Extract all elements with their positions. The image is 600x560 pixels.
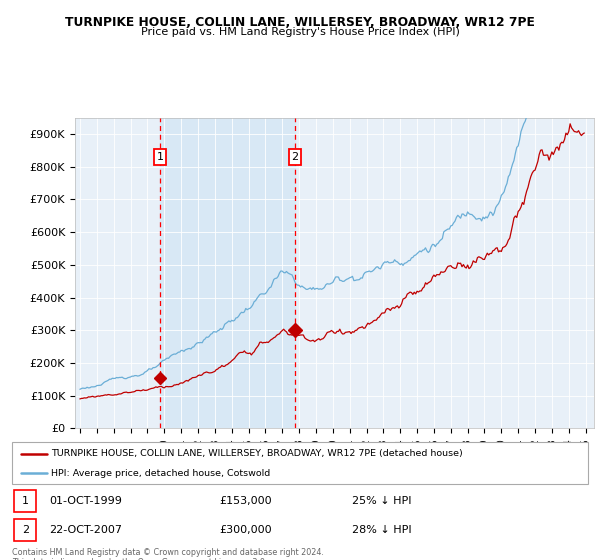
FancyBboxPatch shape — [12, 442, 588, 484]
Text: 22-OCT-2007: 22-OCT-2007 — [49, 525, 122, 535]
Text: 25% ↓ HPI: 25% ↓ HPI — [352, 496, 412, 506]
FancyBboxPatch shape — [14, 519, 36, 542]
Text: 1: 1 — [157, 152, 164, 162]
Text: £300,000: £300,000 — [220, 525, 272, 535]
Text: £153,000: £153,000 — [220, 496, 272, 506]
Text: TURNPIKE HOUSE, COLLIN LANE, WILLERSEY, BROADWAY, WR12 7PE (detached house): TURNPIKE HOUSE, COLLIN LANE, WILLERSEY, … — [51, 449, 463, 458]
Text: 2: 2 — [292, 152, 298, 162]
Text: 28% ↓ HPI: 28% ↓ HPI — [352, 525, 412, 535]
Bar — [160, 118, 295, 428]
Text: 2: 2 — [22, 525, 29, 535]
Text: 01-OCT-1999: 01-OCT-1999 — [49, 496, 122, 506]
FancyBboxPatch shape — [14, 489, 36, 512]
Text: Contains HM Land Registry data © Crown copyright and database right 2024.
This d: Contains HM Land Registry data © Crown c… — [12, 548, 324, 560]
Text: Price paid vs. HM Land Registry's House Price Index (HPI): Price paid vs. HM Land Registry's House … — [140, 27, 460, 37]
Text: TURNPIKE HOUSE, COLLIN LANE, WILLERSEY, BROADWAY, WR12 7PE: TURNPIKE HOUSE, COLLIN LANE, WILLERSEY, … — [65, 16, 535, 29]
Text: 1: 1 — [22, 496, 29, 506]
Text: HPI: Average price, detached house, Cotswold: HPI: Average price, detached house, Cots… — [51, 469, 271, 478]
